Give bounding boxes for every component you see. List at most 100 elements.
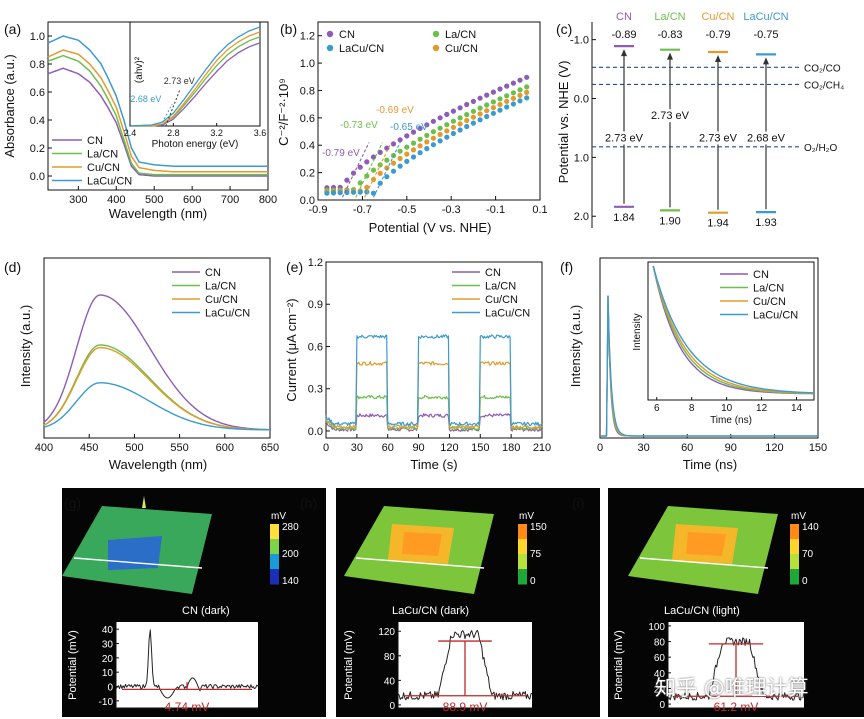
kpfm-flake-core (686, 532, 726, 556)
data-point (344, 177, 350, 183)
plot-frame (43, 257, 271, 439)
data-point (337, 190, 343, 196)
series-line (47, 54, 268, 176)
data-point (477, 95, 483, 101)
profile-y-tick-label: 60 (654, 653, 666, 664)
data-point (424, 146, 430, 152)
data-point (397, 155, 403, 162)
x-tick-label: 60 (382, 442, 394, 454)
x-axis-title: Wavelength (nm) (109, 457, 208, 472)
sample-name: Cu/CN (701, 11, 734, 23)
legend-label: CN (205, 267, 221, 279)
x-tick-label: 300 (69, 194, 87, 206)
kpfm-spike (142, 496, 146, 508)
profile-y-tick-label: 40 (384, 676, 396, 687)
data-point (437, 138, 443, 144)
y-tick-label: 0.4 (300, 140, 315, 152)
scan-line (639, 557, 769, 569)
colorbar-tick-label: 140 (282, 576, 299, 587)
data-point (477, 105, 483, 111)
series-line (325, 413, 543, 432)
inset-series-line (652, 265, 815, 394)
inset-series-line (652, 265, 814, 394)
data-point (517, 87, 523, 93)
x-axis-title: Time (s) (410, 457, 457, 472)
data-point (390, 168, 397, 174)
profile-y-tick-label: 10 (102, 668, 114, 679)
inset-x-tick-label: 2.8 (167, 128, 180, 138)
legend-label: CN (753, 269, 769, 281)
colorbar-tick-label: 150 (530, 522, 547, 533)
plot-frame (317, 21, 541, 201)
gap-arrowhead (621, 49, 627, 57)
y-tick-label: 1.2 (300, 31, 315, 43)
data-point (390, 141, 397, 147)
cb-value: -0.89 (611, 29, 636, 41)
sample-name: La/CN (654, 11, 685, 23)
flatband-annotation: -0.69 eV (376, 105, 414, 116)
legend-label: LaCu/CN (339, 43, 384, 55)
y-tick-label: 0.6 (300, 113, 315, 125)
series-line (325, 361, 543, 430)
legend-label: La/CN (753, 283, 784, 295)
x-tick-label: 0.1 (532, 204, 547, 216)
data-point (457, 115, 463, 121)
x-tick-label: 60 (681, 442, 693, 454)
x-tick-label: -0.3 (442, 204, 461, 216)
data-point (370, 190, 377, 196)
gap-arrowhead (715, 55, 721, 63)
x-axis-title: Wavelength (nm) (109, 206, 208, 221)
data-point (457, 127, 463, 133)
series-line (43, 382, 271, 431)
bandgap-label: 2.73 eV (605, 132, 644, 144)
legend-label: Cu/CN (445, 43, 478, 55)
data-point (490, 105, 496, 111)
y-tick-label: 1.2 (308, 257, 323, 269)
series-line (325, 394, 543, 431)
panel-label: (c) (556, 21, 572, 37)
y-tick-label: 0.0 (308, 426, 323, 438)
gap-label-bg (699, 131, 737, 145)
potential-difference: 88.9 mV (443, 700, 488, 714)
legend-label: Cu/CN (87, 162, 120, 174)
data-point (490, 89, 496, 95)
colorbar-unit: mV (791, 511, 806, 522)
profile-y-tick-label: 0 (659, 700, 665, 711)
data-point (464, 117, 470, 124)
colorbar-tick-label: 75 (530, 549, 542, 560)
x-tick-label: 180 (502, 442, 520, 454)
profile-y-tick-label: 30 (102, 640, 114, 651)
data-point (470, 114, 476, 120)
data-point (357, 180, 363, 186)
data-point (524, 84, 530, 90)
data-point (444, 111, 450, 117)
data-point (417, 150, 423, 156)
data-point (497, 86, 503, 92)
x-tick-label: 450 (80, 442, 98, 454)
y-tick-label: -1.0 (570, 35, 589, 47)
data-point (430, 135, 436, 141)
gap-label-bg (747, 131, 785, 145)
data-point (417, 136, 423, 142)
profile-y-tick-label: 0 (389, 701, 395, 712)
x-tick-label: -0.5 (397, 204, 416, 216)
panel-label: (g) (64, 495, 81, 511)
data-point (524, 95, 530, 101)
inset-x-tick-label: 2.4 (124, 128, 137, 138)
colorbar-segment (518, 524, 527, 540)
panel-label: (b) (280, 21, 297, 37)
data-point (410, 154, 417, 160)
profile-trace (397, 629, 533, 701)
kpfm-flake-core (402, 532, 442, 556)
profile-y-tick-label: -10 (99, 697, 114, 708)
y-axis-title: Absorbance (a.u.) (2, 54, 17, 157)
x-tick-label: 500 (125, 442, 143, 454)
extrapolation-line (364, 142, 392, 198)
gap-annotation: 2.68 eV (130, 94, 161, 104)
colorbar-segment (270, 524, 279, 540)
x-tick-label: 150 (471, 442, 489, 454)
y-axis-title: Intensity (a.u.) (18, 305, 33, 387)
inset-x-tick-label: 3.2 (210, 128, 223, 138)
profile-y-tick-label: 120 (378, 627, 395, 638)
